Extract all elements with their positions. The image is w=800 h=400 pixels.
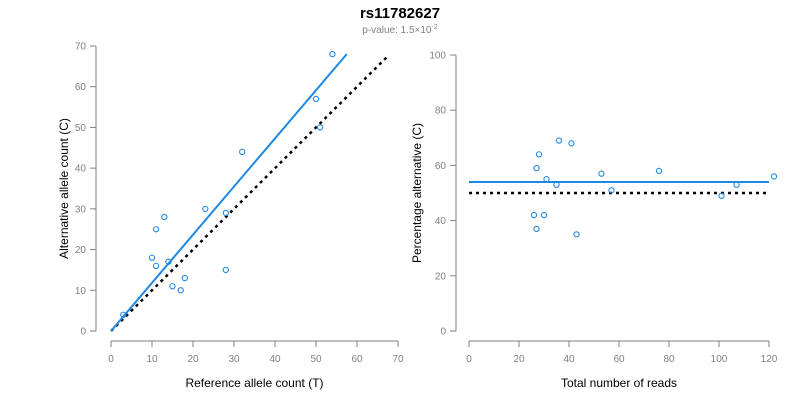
data-point: [655, 167, 663, 175]
pvalue-prefix: p-value: 1.5×10: [362, 25, 432, 36]
y-tick-label: 0: [440, 327, 446, 338]
y-tick-label: 40: [75, 164, 87, 175]
data-point: [533, 225, 540, 233]
x-tick-label: 40: [563, 354, 575, 365]
data-point: [316, 124, 324, 131]
data-point: [770, 173, 778, 180]
data-point: [239, 148, 246, 156]
x-tick-label: 50: [310, 354, 322, 365]
data-point: [733, 181, 740, 188]
data-point: [329, 50, 336, 58]
y-axis-label: Alternative allele count (C): [57, 118, 71, 259]
x-tick-label: 10: [146, 354, 158, 365]
x-tick-label: 100: [711, 354, 728, 365]
y-tick-label: 40: [435, 216, 447, 227]
data-point: [152, 226, 160, 233]
data-point: [181, 274, 188, 282]
data-point: [553, 181, 560, 188]
y-axis-label: Percentage alternative (C): [410, 123, 424, 263]
y-tick-label: 80: [435, 106, 447, 117]
data-point: [169, 283, 176, 290]
data-point: [608, 187, 615, 194]
x-tick-label: 70: [392, 354, 404, 365]
x-tick-label: 20: [187, 354, 199, 365]
x-tick-label: 40: [269, 354, 281, 365]
data-point: [535, 151, 543, 158]
y-tick-label: 60: [75, 82, 87, 93]
data-point: [165, 258, 172, 265]
data-point: [598, 170, 605, 177]
right-panel-percentage: 0 20 40 60 80 100 120 0 20 40 60 80 100 Total number …: [410, 51, 778, 391]
y-tick-label: 70: [75, 42, 87, 53]
data-point: [540, 211, 548, 219]
x-tick-label: 60: [351, 354, 363, 365]
y-tick-label: 100: [429, 51, 446, 62]
pvalue-exponent: -2: [431, 24, 437, 31]
data-point: [533, 165, 540, 172]
x-tick-label: 30: [228, 354, 240, 365]
data-point: [152, 262, 160, 270]
data-point: [573, 231, 580, 238]
data-point: [555, 137, 563, 144]
x-tick-label: 0: [466, 354, 472, 365]
data-point: [718, 192, 725, 199]
data-point: [202, 205, 209, 213]
x-tick-label: 20: [513, 354, 525, 365]
data-point: [530, 211, 538, 219]
x-axis-label: Total number of reads: [561, 376, 677, 390]
data-point: [120, 311, 127, 318]
chart-title: rs11782627: [360, 5, 440, 22]
fit-line: [110, 53, 348, 332]
y-tick-label: 20: [75, 245, 87, 256]
x-tick-label: 120: [761, 354, 778, 365]
data-point: [148, 254, 156, 261]
x-tick-label: 0: [108, 354, 114, 365]
data-point: [222, 209, 229, 217]
y-tick-label: 60: [435, 161, 447, 172]
data-point: [222, 266, 229, 274]
data-point: [312, 95, 320, 103]
x-axis-label: Reference allele count (T): [185, 376, 323, 390]
y-tick-label: 0: [80, 327, 86, 338]
data-point: [161, 213, 168, 221]
y-tick-label: 50: [75, 123, 87, 134]
left-panel-allele-counts: 0 10 20 30 40 50 60 70 0 10 20 30 40 50 60 70 Reference …: [57, 42, 404, 391]
y-tick-label: 10: [75, 286, 87, 297]
data-point: [543, 176, 550, 183]
x-tick-label: 80: [663, 354, 675, 365]
data-point: [568, 140, 575, 147]
x-tick-label: 60: [613, 354, 625, 365]
data-point: [177, 287, 184, 294]
y-tick-label: 30: [75, 204, 87, 215]
reference-line: [110, 55, 389, 332]
chart-subtitle: p-value: 1.5×10-2: [362, 24, 438, 36]
y-tick-label: 20: [435, 271, 447, 282]
